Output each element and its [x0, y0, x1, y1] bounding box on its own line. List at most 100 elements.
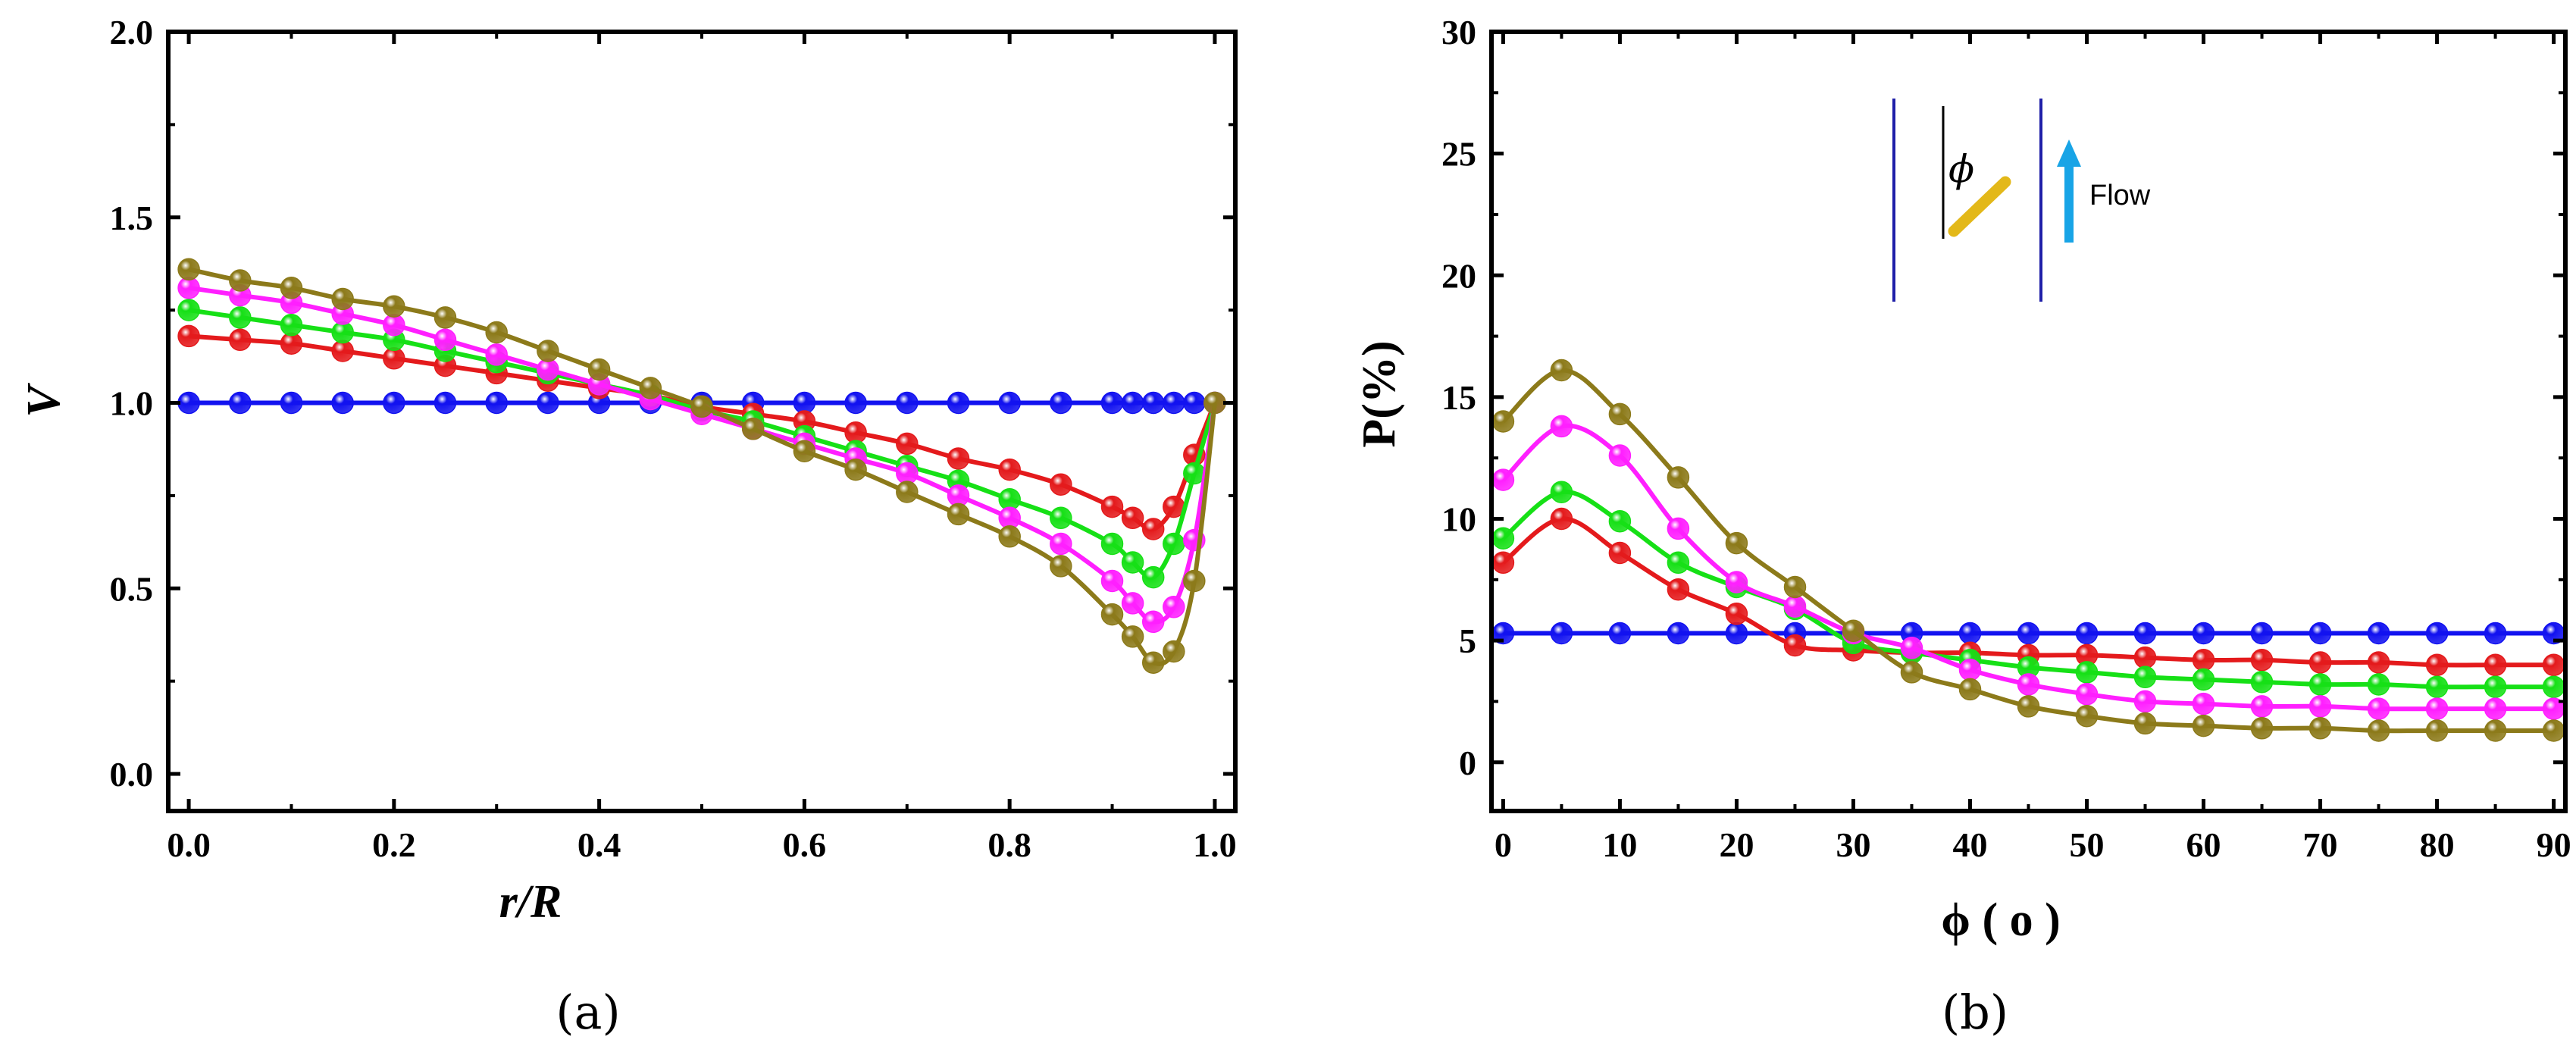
flow-arrow-icon [2057, 139, 2081, 243]
panel-a-line-red [188, 333, 1217, 532]
panel-a-point-blue [1100, 391, 1124, 415]
panel-a-point-red [896, 432, 919, 456]
panel-b-point-magenta [2484, 697, 2507, 720]
panel-b-point-blue [2075, 622, 2099, 645]
panel-b-point-green [1491, 527, 1515, 550]
panel-a-xtick-label: 0.2 [372, 825, 416, 864]
panel-b-point-red [2308, 651, 2332, 674]
panel-b-point-red [1491, 551, 1515, 575]
panel-a-xtick-label: 0.4 [577, 825, 621, 864]
panel-b-point-red [1608, 541, 1632, 565]
panel-b-point-blue [2425, 622, 2449, 645]
panel-b-xtick-label: 80 [2420, 825, 2455, 864]
panel-b-point-green [2484, 675, 2507, 698]
panel-a-point-olive [1183, 569, 1206, 593]
panel-a-point-red [1100, 495, 1124, 518]
panel-b-point-magenta [1958, 658, 1982, 681]
panel-a-series-red [177, 324, 1226, 540]
panel-b-xtick-label: 70 [2303, 825, 2338, 864]
panel-b-point-blue [1725, 622, 1748, 645]
panel-b-point-magenta [2017, 673, 2040, 696]
panel-b-point-blue [2192, 622, 2215, 645]
panel-a-point-red [998, 458, 1021, 481]
panel-a-xtick-label: 1.0 [1193, 825, 1237, 864]
panel-a-point-blue [229, 391, 252, 415]
panel-a-point-blue [844, 391, 867, 415]
panel-a-series-olive [177, 258, 1226, 674]
panel-a-point-blue [896, 391, 919, 415]
panel-b-point-magenta [1491, 468, 1515, 491]
panel-b-point-blue [2133, 622, 2157, 645]
panel-b-point-red [1725, 603, 1748, 625]
panel-a-ticks: 0.0 0.2 0.4 0.6 0.8 1.0 0.0 0.5 1.0 1.5 2.0 [110, 13, 1237, 864]
panel-a-point-olive [896, 481, 919, 503]
panel-a-series [177, 258, 1226, 674]
panel-a-point-green [1121, 551, 1144, 574]
panel-b-point-blue [2367, 622, 2390, 645]
panel-b-point-green [2425, 675, 2449, 698]
panel-b-point-blue [2484, 622, 2507, 645]
panel-a-point-red [1121, 506, 1144, 530]
panel-b-point-magenta [2192, 692, 2215, 716]
panel-b-point-magenta [2075, 683, 2099, 706]
panel-b-point-red [2133, 646, 2157, 669]
panel-b-point-green [2367, 673, 2390, 696]
panel-b-point-green [2133, 665, 2157, 689]
panel-b-point-blue [2308, 622, 2332, 645]
panel-b-xtick-label: 0 [1495, 825, 1512, 864]
panel-b-point-magenta [1550, 415, 1573, 438]
panel-a-point-green [229, 306, 252, 329]
panel-b-point-magenta [2367, 697, 2390, 720]
panel-a-point-olive [947, 503, 970, 526]
panel-a-point-red [177, 324, 200, 348]
panel-a-point-blue [383, 391, 405, 415]
panel-b-point-red [2425, 653, 2449, 677]
panel-b-xtick-label: 90 [2537, 825, 2571, 864]
panel-b-point-olive [1783, 575, 1807, 599]
panel-a-point-blue [998, 391, 1021, 415]
panel-b-point-blue [1667, 622, 1690, 645]
inset-flow-label: Flow [2089, 180, 2151, 211]
panel-a-point-red [1050, 473, 1072, 496]
panel-b-series [1491, 359, 2565, 742]
panel-a-point-magenta [1121, 592, 1144, 615]
panel-a-label: (a) [556, 985, 620, 1040]
panel-b-point-red [2542, 653, 2565, 677]
panel-a-point-olive [1100, 603, 1124, 626]
panel-a-point-olive [741, 418, 765, 440]
panel-a-xtick-label: 0.6 [783, 825, 827, 864]
panel-b-point-magenta [1725, 571, 1748, 593]
panel-a-point-olive [383, 295, 405, 318]
panel-b-point-green [1608, 509, 1632, 533]
panel-a-point-olive [1163, 640, 1185, 663]
panel-a-point-olive [690, 395, 713, 418]
panel-b-point-olive [1608, 402, 1632, 426]
panel-b-point-red [2250, 649, 2274, 672]
panel-a-point-blue [331, 391, 354, 415]
panel-a-point-olive [485, 321, 508, 344]
panel-b-point-red [1667, 578, 1690, 601]
panel-a-point-green [177, 299, 200, 321]
panel-a-xtick-label: 0.8 [988, 825, 1031, 864]
panel-a-ylabel: V [18, 383, 70, 418]
panel-a-point-magenta [434, 328, 457, 352]
panel-a-point-olive [1050, 555, 1072, 578]
panel-b-point-green [1667, 551, 1690, 575]
panel-b-point-olive [2075, 704, 2099, 728]
panel-b-point-blue [2017, 622, 2040, 645]
panel-b-point-green [1550, 481, 1573, 503]
panel-a-xtick-label: 0.0 [167, 825, 211, 864]
panel-b-xtick-label: 40 [1952, 825, 1987, 864]
panel-b-series-olive [1491, 359, 2565, 742]
panel-b-point-olive [2425, 719, 2449, 742]
panel-b-point-red [1550, 507, 1573, 531]
panel-a-point-green [280, 313, 303, 337]
panel-a-series-blue [177, 391, 1226, 415]
panel-a-ytick-label: 0.5 [110, 569, 154, 608]
panel-a-xlabel: r/R [499, 876, 562, 928]
panel-b-point-red [2367, 651, 2390, 674]
panel-b-point-olive [1550, 359, 1573, 382]
panel-b-ytick-label: 20 [1441, 256, 1476, 295]
panel-b-point-olive [2017, 695, 2040, 718]
panel-a-ytick-label: 0.0 [110, 755, 154, 794]
